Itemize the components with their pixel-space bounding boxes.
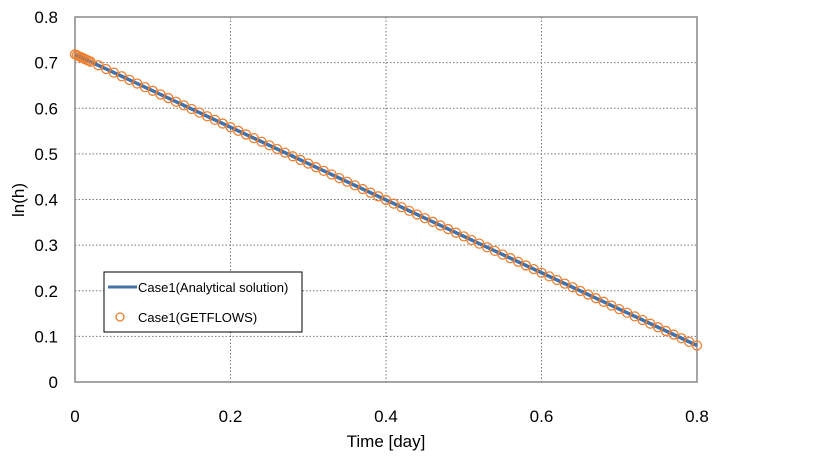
plot-area-border <box>74 16 698 383</box>
y-tick-label: 0.3 <box>34 236 58 255</box>
y-tick-label: 0.5 <box>34 145 58 164</box>
legend-circle-icon <box>115 312 125 322</box>
getflows-markers <box>69 49 703 351</box>
x-tick-label: 0.8 <box>685 407 709 426</box>
x-axis-label: Time [day] <box>347 432 426 451</box>
x-tick-label: 0.4 <box>374 407 398 426</box>
y-tick-label: 0.8 <box>34 8 58 27</box>
analytical-solution-line <box>74 52 698 348</box>
legend-item-analytical: Case1(Analytical solution) <box>138 280 288 295</box>
x-tick-label: 0 <box>70 407 79 426</box>
y-tick-label: 0.2 <box>34 282 58 301</box>
y-axis-label: ln(h) <box>9 183 28 217</box>
y-tick-label: 0.1 <box>34 327 58 346</box>
y-tick-label: 0.6 <box>34 99 58 118</box>
gridlines <box>75 17 697 382</box>
legend-item-getflows: Case1(GETFLOWS) <box>138 310 257 325</box>
y-tick-label: 0.4 <box>34 191 58 210</box>
x-tick-label: 0.6 <box>530 407 554 426</box>
legend: Case1(Analytical solution) Case1(GETFLOW… <box>103 271 303 333</box>
y-axis-ticks: 0 0.1 0.2 0.3 0.4 0.5 0.6 0.7 0.8 <box>34 8 58 392</box>
y-tick-label: 0.7 <box>34 54 58 73</box>
x-axis-ticks: 0 0.2 0.4 0.6 0.8 <box>70 407 709 426</box>
y-tick-label: 0 <box>49 373 58 392</box>
x-tick-label: 0.2 <box>219 407 243 426</box>
